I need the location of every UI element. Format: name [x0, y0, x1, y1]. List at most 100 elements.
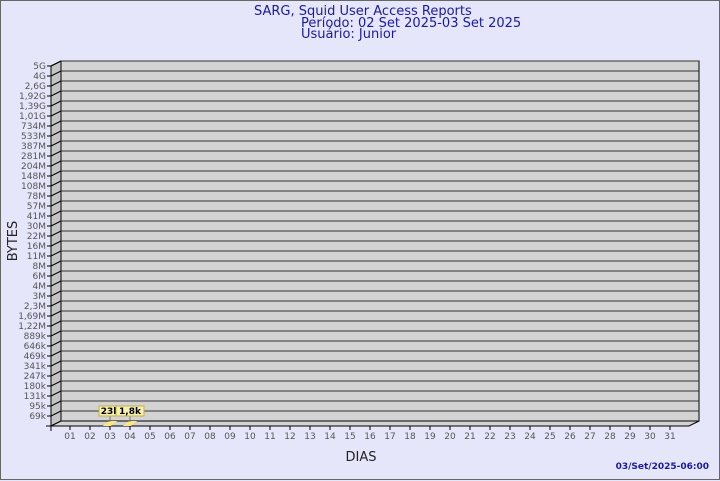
gridline-diagonal [50, 320, 62, 327]
gridline-diagonal [50, 170, 62, 177]
x-tick-label: 19 [424, 432, 436, 442]
y-tick-label: 3M [33, 292, 47, 302]
y-tick-label: 1,01G [19, 112, 46, 122]
gridline-diagonal [50, 80, 62, 87]
gridline-diagonal [50, 340, 62, 347]
gridline-diagonal [50, 250, 62, 257]
gridline-diagonal [50, 400, 62, 407]
y-tick-label: 247k [24, 372, 47, 382]
bar-03 [123, 421, 137, 426]
y-tick-label: 469k [24, 352, 47, 362]
y-tick-label: 108M [21, 182, 46, 192]
x-tick-label: 10 [244, 432, 256, 442]
gridline-diagonal [50, 260, 62, 267]
gridline-diagonal [50, 290, 62, 297]
chart-title: SARG, Squid User Access Reports [254, 4, 472, 19]
gridline-diagonal [50, 160, 62, 167]
y-axis-label: BYTES [6, 221, 21, 262]
y-tick-label: 1,69M [18, 312, 46, 322]
x-tick-label: 07 [184, 432, 195, 442]
y-tick-label: 16M [27, 242, 46, 252]
x-tick-label: 01 [64, 432, 75, 442]
y-tick-label: 204M [21, 162, 46, 172]
x-tick-label: 27 [584, 432, 595, 442]
y-tick-label: 281M [21, 152, 46, 162]
x-tick-label: 09 [224, 432, 236, 442]
y-tick-label: 734M [21, 122, 46, 132]
x-tick-label: 22 [484, 432, 495, 442]
gridline-diagonal [50, 110, 62, 117]
y-tick-label: 78M [27, 192, 46, 202]
bar-02 [103, 421, 117, 426]
x-tick-label: 23 [504, 432, 515, 442]
x-tick-label: 30 [644, 432, 656, 442]
y-tick-label: 41M [27, 212, 46, 222]
gridline-diagonal [50, 60, 62, 67]
x-tick-label: 15 [344, 432, 355, 442]
gridline-diagonal [50, 350, 62, 357]
gridline-diagonal [50, 330, 62, 337]
x-tick-label: 05 [144, 432, 155, 442]
gridline-diagonal [50, 120, 62, 127]
x-tick-label: 26 [564, 432, 576, 442]
x-axis-label: DIAS [346, 450, 377, 465]
gridline-diagonal [50, 100, 62, 107]
y-tick-label: 148M [21, 172, 46, 182]
gridline-diagonal [50, 150, 62, 157]
gridline-diagonal [50, 220, 62, 227]
y-tick-label: 57M [27, 202, 46, 212]
x-tick-label: 31 [664, 432, 675, 442]
y-tick-label: 131k [24, 392, 47, 402]
y-tick-label: 180k [24, 382, 47, 392]
gridline-diagonal [50, 140, 62, 147]
gridline-diagonal [50, 410, 62, 417]
y-tick-label: 1,92G [19, 92, 46, 102]
y-tick-label: 387M [21, 142, 46, 152]
x-tick-label: 21 [464, 432, 475, 442]
x-tick-label: 04 [124, 432, 136, 442]
gridline-diagonal [50, 370, 62, 377]
gridline-diagonal [50, 240, 62, 247]
x-tick-label: 20 [444, 432, 456, 442]
y-tick-label: 1,39G [19, 102, 46, 112]
bar-label-box [115, 405, 145, 417]
x-tick-label: 03 [104, 432, 115, 442]
gridline-diagonal [50, 70, 62, 77]
y-tick-label: 1,22M [18, 322, 46, 332]
x-tick-label: 08 [204, 432, 216, 442]
y-tick-label: 341k [24, 362, 47, 372]
gridline-diagonal [50, 360, 62, 367]
y-tick-label: 22M [27, 232, 46, 242]
y-tick-label: 69k [29, 412, 46, 422]
chart-period: Período: 02 Set 2025-03 Set 2025 [301, 16, 522, 31]
gridline-diagonal [50, 190, 62, 197]
gridline-diagonal [50, 310, 62, 317]
y-tick-label: 2,3M [24, 302, 46, 312]
gridline-diagonal [50, 280, 62, 287]
x-tick-label: 18 [404, 432, 416, 442]
gridline-diagonal [50, 200, 62, 207]
x-tick-label: 14 [324, 432, 336, 442]
x-tick-label: 29 [624, 432, 636, 442]
x-tick-label: 13 [304, 432, 315, 442]
y-tick-label: 889k [24, 332, 47, 342]
floor [50, 420, 700, 427]
y-tick-label: 30M [27, 222, 46, 232]
gridline-diagonal [50, 380, 62, 387]
bar-value-label: 1,8k [119, 407, 142, 417]
y-tick-label: 8M [33, 262, 47, 272]
x-tick-label: 17 [384, 432, 395, 442]
x-tick-label: 02 [84, 432, 95, 442]
gridline-diagonal [50, 230, 62, 237]
gridline-diagonal [50, 300, 62, 307]
y-tick-label: 11M [27, 252, 46, 262]
gridline-diagonal [50, 90, 62, 97]
x-tick-label: 16 [364, 432, 376, 442]
gridline-diagonal [50, 210, 62, 217]
chart-user: Usuário: Junior [301, 27, 397, 42]
y-tick-label: 533M [21, 132, 46, 142]
y-tick-label: 4G [33, 72, 46, 82]
gridline-diagonal [50, 130, 62, 137]
